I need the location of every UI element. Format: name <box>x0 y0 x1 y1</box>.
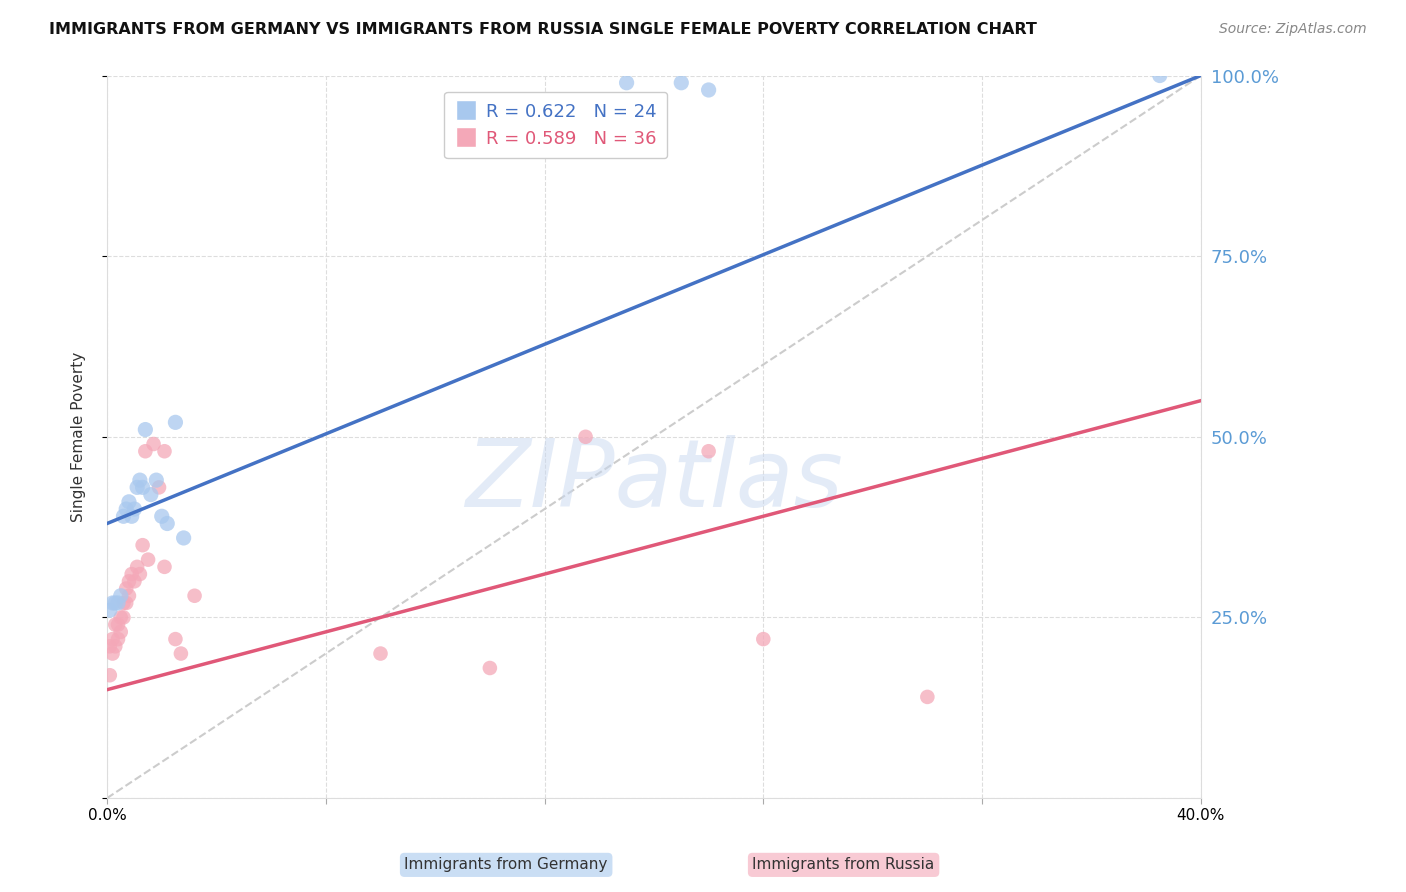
Point <box>170 647 193 661</box>
Point <box>153 559 176 574</box>
Point <box>104 596 127 610</box>
Point <box>142 437 165 451</box>
Point <box>121 567 143 582</box>
Point <box>134 423 156 437</box>
Point <box>697 444 720 458</box>
Point <box>107 596 129 610</box>
Text: Source: ZipAtlas.com: Source: ZipAtlas.com <box>1219 22 1367 37</box>
Legend: R = 0.622   N = 24, R = 0.589   N = 36: R = 0.622 N = 24, R = 0.589 N = 36 <box>444 92 668 159</box>
Text: IMMIGRANTS FROM GERMANY VS IMMIGRANTS FROM RUSSIA SINGLE FEMALE POVERTY CORRELAT: IMMIGRANTS FROM GERMANY VS IMMIGRANTS FR… <box>49 22 1038 37</box>
Point <box>107 617 129 632</box>
Point <box>112 596 135 610</box>
Point <box>131 538 153 552</box>
Point <box>101 632 124 646</box>
Point <box>112 610 135 624</box>
Point <box>98 603 121 617</box>
Point <box>124 574 146 589</box>
Point <box>110 589 132 603</box>
Point <box>98 668 121 682</box>
Point <box>478 661 501 675</box>
Point <box>697 83 720 97</box>
Point <box>115 596 138 610</box>
Point <box>115 582 138 596</box>
Text: Immigrants from Russia: Immigrants from Russia <box>752 857 935 872</box>
Point <box>148 480 170 494</box>
Text: ZIPatlas: ZIPatlas <box>465 434 842 525</box>
Point <box>104 640 127 654</box>
Point <box>150 509 173 524</box>
Text: Immigrants from Germany: Immigrants from Germany <box>405 857 607 872</box>
Point <box>165 632 187 646</box>
Point <box>98 640 121 654</box>
Point <box>110 624 132 639</box>
Point <box>153 444 176 458</box>
Point <box>128 473 150 487</box>
Point <box>101 596 124 610</box>
Point <box>134 444 156 458</box>
Point <box>574 430 596 444</box>
Point <box>121 509 143 524</box>
Point <box>118 574 141 589</box>
Point <box>127 480 149 494</box>
Point <box>128 567 150 582</box>
Point <box>118 495 141 509</box>
Point <box>616 76 638 90</box>
Point <box>136 552 159 566</box>
Point <box>173 531 195 545</box>
Point <box>112 509 135 524</box>
Point <box>370 647 392 661</box>
Point <box>127 559 149 574</box>
Point <box>145 473 167 487</box>
Point <box>139 487 162 501</box>
Y-axis label: Single Female Poverty: Single Female Poverty <box>72 351 86 522</box>
Point <box>671 76 693 90</box>
Point <box>183 589 205 603</box>
Point <box>752 632 775 646</box>
Point <box>917 690 939 704</box>
Point <box>107 632 129 646</box>
Point <box>104 617 127 632</box>
Point <box>1149 69 1171 83</box>
Point <box>131 480 153 494</box>
Point <box>165 415 187 429</box>
Point <box>115 502 138 516</box>
Point <box>118 589 141 603</box>
Point <box>156 516 179 531</box>
Point <box>110 610 132 624</box>
Point <box>101 647 124 661</box>
Point <box>124 502 146 516</box>
